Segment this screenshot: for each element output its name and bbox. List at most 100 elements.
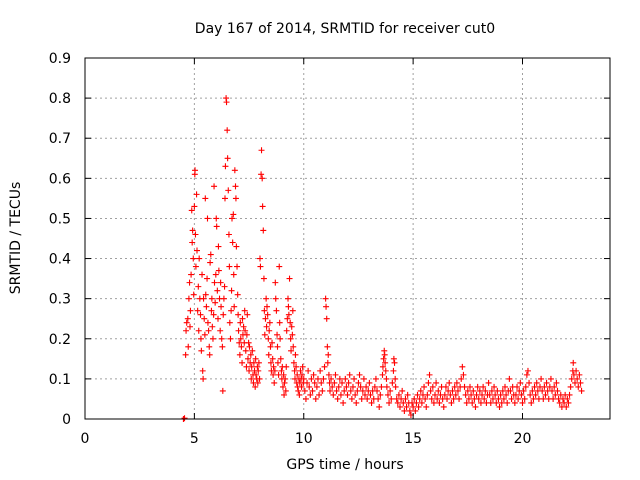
data-point: [260, 275, 267, 282]
data-point: [449, 387, 456, 394]
y-tick-label: 0.1: [49, 372, 71, 388]
data-point: [359, 387, 366, 394]
data-point: [399, 387, 406, 394]
data-point: [463, 399, 470, 406]
data-point: [547, 375, 554, 382]
data-point: [436, 399, 443, 406]
data-point: [289, 307, 296, 314]
data-point: [574, 375, 581, 382]
data-point: [514, 383, 521, 390]
data-point: [307, 391, 314, 398]
data-point: [272, 279, 279, 286]
data-point: [184, 315, 191, 322]
data-point: [459, 363, 466, 370]
data-point: [245, 339, 252, 346]
data-point: [300, 375, 307, 382]
data-point: [277, 335, 284, 342]
data-point: [279, 383, 286, 390]
data-point: [194, 307, 201, 314]
data-point: [363, 383, 370, 390]
data-point: [194, 247, 200, 254]
data-point: [332, 371, 339, 378]
data-point: [231, 303, 238, 310]
data-point: [261, 331, 268, 338]
data-point: [543, 379, 550, 386]
data-point: [575, 383, 582, 390]
data-point: [275, 371, 282, 378]
data-point: [183, 319, 190, 326]
data-point: [456, 395, 463, 402]
data-point: [273, 307, 280, 314]
data-point: [287, 335, 294, 342]
data-point: [394, 399, 401, 406]
data-point: [192, 263, 199, 270]
data-point: [196, 255, 203, 262]
data-point: [242, 347, 249, 354]
data-point: [249, 347, 256, 354]
data-point: [199, 367, 206, 374]
data-point: [320, 375, 327, 382]
data-point: [335, 383, 342, 390]
y-tick-label: 0.9: [49, 51, 71, 67]
data-point: [440, 403, 447, 410]
data-point: [316, 391, 323, 398]
data-point: [226, 319, 233, 326]
data-point: [476, 387, 483, 394]
data-point: [232, 195, 239, 202]
data-point: [414, 391, 421, 398]
data-point: [377, 391, 384, 398]
data-point: [228, 307, 235, 314]
data-point: [213, 215, 220, 222]
data-point: [487, 399, 494, 406]
data-point: [527, 391, 534, 398]
data-point: [512, 391, 519, 398]
y-axis-title: SRMTID / TECUs: [8, 182, 24, 295]
data-point: [390, 367, 397, 374]
data-point: [528, 399, 535, 406]
data-point: [313, 383, 320, 390]
data-point: [288, 323, 295, 330]
data-point: [212, 271, 219, 278]
data-point: [467, 383, 473, 390]
data-point: [402, 395, 409, 402]
data-point: [423, 403, 430, 410]
data-point: [526, 379, 533, 386]
data-point: [259, 175, 266, 182]
data-point: [491, 383, 498, 390]
data-point: [299, 363, 306, 370]
data-point: [254, 363, 261, 370]
data-point: [425, 379, 432, 386]
data-point: [201, 315, 208, 322]
x-tick-label: 20: [514, 431, 532, 447]
data-point: [272, 295, 279, 302]
data-point: [392, 383, 399, 390]
data-point: [286, 275, 293, 282]
data-point: [183, 327, 190, 334]
data-point: [344, 391, 351, 398]
data-point: [254, 379, 261, 386]
data-point: [322, 295, 329, 302]
data-point: [496, 403, 503, 410]
data-point: [302, 395, 309, 402]
data-point: [381, 351, 388, 358]
data-point: [470, 387, 477, 394]
data-point: [532, 391, 539, 398]
data-point: [523, 371, 530, 378]
data-point: [357, 383, 364, 390]
data-point: [205, 327, 212, 334]
data-point: [210, 311, 217, 318]
data-point: [308, 375, 315, 382]
axis-ticks: [84, 57, 610, 420]
data-point: [232, 183, 239, 190]
data-point: [269, 355, 276, 362]
x-tick-label: 10: [295, 431, 313, 447]
data-point: [262, 315, 269, 322]
data-point: [270, 371, 277, 378]
data-point: [201, 331, 208, 338]
data-point: [284, 315, 291, 322]
data-point: [454, 387, 461, 394]
data-point: [240, 323, 247, 330]
chart-title: Day 167 of 2014, SRMTID for receiver cut…: [195, 21, 495, 37]
data-point: [345, 379, 352, 386]
data-point: [424, 391, 431, 398]
